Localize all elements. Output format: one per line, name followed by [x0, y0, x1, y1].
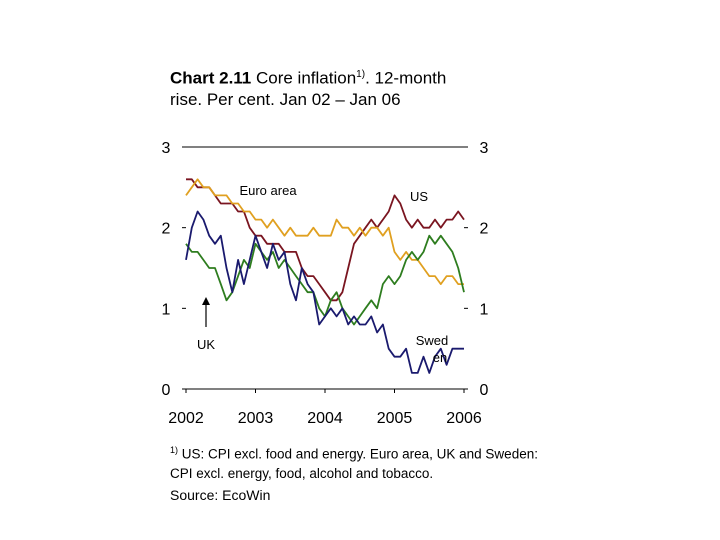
annotation-sweden-1: Swed — [416, 333, 449, 348]
y-tick-label-right-1: 1 — [480, 301, 489, 318]
x-tick-label-2003: 2003 — [238, 410, 274, 427]
y-tick-label-left-0: 0 — [162, 382, 171, 399]
y-tick-label-left-3: 3 — [162, 140, 171, 157]
y-tick-label-right-3: 3 — [480, 140, 489, 157]
y-tick-label-left-1: 1 — [162, 301, 171, 318]
source-note: Source: EcoWin — [170, 487, 271, 503]
y-tick-label-right-0: 0 — [480, 382, 489, 399]
x-tick-label-2002: 2002 — [168, 410, 204, 427]
uk-arrow-head — [202, 297, 210, 305]
footnote: 1) US: CPI excl. food and energy. Euro a… — [170, 445, 538, 481]
x-tick-label-2004: 2004 — [307, 410, 343, 427]
chart-title: Chart 2.11 Core inflation1). 12-month ri… — [170, 68, 447, 109]
y-tick-label-left-2: 2 — [162, 221, 171, 238]
series-line-sweden — [185, 234, 465, 326]
x-tick-label-2005: 2005 — [377, 410, 413, 427]
y-tick-label-right-2: 2 — [480, 221, 489, 238]
x-tick-label-2006: 2006 — [446, 410, 482, 427]
annotation-euro-area: Euro area — [239, 183, 297, 198]
series-line-uk — [185, 210, 464, 374]
annotation-us: US — [410, 189, 428, 204]
annotation-uk: UK — [197, 337, 215, 352]
annotation-sweden-2: en — [433, 350, 447, 365]
